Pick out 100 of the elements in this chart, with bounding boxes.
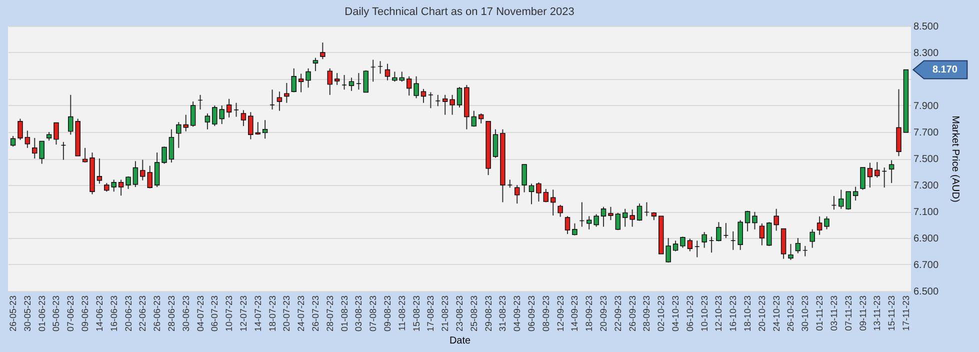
x-tick-label: 13-11-23 bbox=[872, 296, 882, 331]
candlestick bbox=[10, 135, 16, 148]
x-tick-label: 14-07-23 bbox=[252, 296, 263, 332]
candlestick bbox=[744, 210, 750, 232]
candlestick bbox=[766, 222, 772, 246]
x-tick-label: 18-10-23 bbox=[742, 296, 753, 332]
candlestick bbox=[334, 72, 340, 86]
x-tick-label: 06-07-23 bbox=[210, 296, 220, 332]
x-tick-label: 07-08-23 bbox=[368, 296, 378, 332]
candlestick bbox=[774, 208, 779, 232]
candlestick bbox=[168, 128, 174, 163]
candlestick bbox=[420, 88, 426, 104]
x-tick-label: 07-11-23 bbox=[843, 296, 854, 331]
chart-title: Daily Technical Chart as on 17 November 2023 bbox=[344, 6, 574, 18]
x-tick-label: 04-10-23 bbox=[670, 296, 681, 332]
x-tick-label: 09-08-23 bbox=[382, 296, 392, 332]
x-tick-label: 30-10-23 bbox=[800, 296, 810, 332]
x-tick-label: 29-08-23 bbox=[483, 296, 494, 332]
candlestick bbox=[327, 68, 332, 96]
x-tick-label: 06-10-23 bbox=[684, 296, 695, 332]
candlestick bbox=[896, 88, 902, 157]
annotation: 8.170 bbox=[932, 64, 958, 76]
candlestick bbox=[363, 70, 368, 93]
x-tick-label: 12-07-23 bbox=[238, 296, 248, 332]
candlestick bbox=[154, 152, 160, 188]
candlestick bbox=[810, 228, 815, 248]
candlestick bbox=[759, 222, 765, 246]
candlestick bbox=[795, 238, 801, 254]
x-tick-label: 07-06-23 bbox=[66, 296, 76, 332]
candlestick bbox=[96, 158, 102, 184]
y-tick-label: 6.700 bbox=[914, 260, 939, 271]
candlestick bbox=[752, 211, 758, 230]
x-tick-label: 28-07-23 bbox=[324, 296, 335, 332]
x-tick-label: 18-07-23 bbox=[267, 296, 278, 332]
candlestick bbox=[514, 184, 520, 204]
candlestick bbox=[255, 122, 260, 136]
candlestick bbox=[312, 57, 318, 72]
candlestick bbox=[190, 101, 196, 128]
candlestick bbox=[248, 112, 254, 140]
candlestick bbox=[543, 188, 549, 203]
x-tick-label: 20-06-23 bbox=[123, 296, 134, 332]
candlestick bbox=[622, 208, 628, 228]
candlestick bbox=[888, 160, 894, 184]
candlestick bbox=[838, 189, 844, 210]
x-tick-label: 30-05-23 bbox=[22, 296, 32, 332]
x-tick-label: 12-10-23 bbox=[714, 296, 724, 332]
x-tick-label: 24-10-23 bbox=[771, 296, 782, 332]
x-tick-label: 04-09-23 bbox=[512, 296, 522, 332]
y-tick-label: 7.700 bbox=[914, 128, 939, 138]
candlestick bbox=[118, 179, 124, 196]
candlestick bbox=[824, 216, 830, 230]
x-tick-label: 17-11-23 bbox=[900, 296, 911, 331]
x-tick-label: 25-08-23 bbox=[468, 296, 479, 332]
y-tick-label: 8.500 bbox=[914, 22, 939, 32]
candlestick bbox=[594, 214, 599, 228]
candlestick bbox=[18, 118, 23, 140]
x-tick-label: 22-09-23 bbox=[612, 296, 623, 332]
y-tick-label: 6.500 bbox=[914, 286, 939, 298]
x-tick-label: 20-10-23 bbox=[756, 296, 767, 332]
x-tick-label: 23-08-23 bbox=[454, 296, 464, 332]
candlestick bbox=[240, 110, 246, 127]
candlestick bbox=[615, 212, 621, 231]
x-tick-label: 16-10-23 bbox=[728, 296, 738, 332]
y-tick-label: 7.500 bbox=[914, 154, 939, 165]
x-tick-label: 26-09-23 bbox=[627, 296, 638, 332]
x-tick-label: 15-11-23 bbox=[886, 296, 897, 331]
x-tick-label: 10-07-23 bbox=[224, 296, 234, 332]
x-tick-label: 24-07-23 bbox=[296, 296, 306, 332]
x-tick-label: 16-06-23 bbox=[108, 296, 119, 332]
x-tick-label: 21-08-23 bbox=[440, 296, 450, 332]
x-tick-label: 01-08-23 bbox=[339, 296, 350, 332]
x-tick-label: 18-09-23 bbox=[584, 296, 594, 332]
y-tick-label: 7.300 bbox=[914, 180, 939, 192]
x-tick-label: 03-08-23 bbox=[354, 296, 364, 332]
x-tick-label: 30-06-23 bbox=[180, 296, 191, 332]
candlestick bbox=[111, 179, 116, 192]
candlestick bbox=[320, 42, 326, 60]
candlestick bbox=[126, 176, 131, 190]
candlestick bbox=[558, 204, 563, 218]
candlestick bbox=[348, 77, 354, 92]
candlestick bbox=[702, 232, 707, 248]
candlestick bbox=[860, 167, 866, 190]
candlestick bbox=[522, 164, 527, 193]
x-tick-label: 14-06-23 bbox=[94, 296, 104, 332]
candlestick bbox=[788, 243, 794, 260]
candlestick bbox=[406, 76, 412, 96]
candlestick bbox=[140, 159, 146, 181]
candlestick bbox=[262, 120, 268, 140]
x-tick-label: 22-06-23 bbox=[138, 296, 148, 332]
x-tick-label: 11-08-23 bbox=[396, 296, 407, 331]
candlestick bbox=[630, 209, 635, 228]
x-tick-label: 10-10-23 bbox=[699, 296, 710, 332]
y-tick-label: 7.900 bbox=[914, 101, 939, 112]
candlestick bbox=[291, 68, 296, 93]
y-tick-label: 7.100 bbox=[914, 207, 939, 218]
x-tick-label: 12-09-23 bbox=[555, 296, 566, 332]
candlestick bbox=[687, 238, 693, 252]
candlestick bbox=[471, 110, 476, 128]
candlestick bbox=[636, 203, 642, 222]
candlestick bbox=[54, 122, 59, 146]
